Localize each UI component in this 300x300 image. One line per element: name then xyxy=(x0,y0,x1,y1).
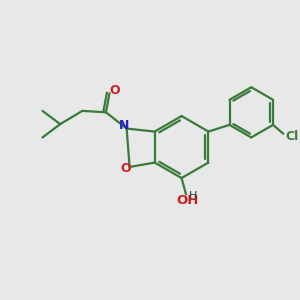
Text: Cl: Cl xyxy=(285,130,298,143)
Text: N: N xyxy=(119,118,130,131)
Text: OH: OH xyxy=(176,194,199,207)
Text: O: O xyxy=(110,84,120,97)
Text: H: H xyxy=(189,191,197,201)
Text: O: O xyxy=(121,162,131,175)
